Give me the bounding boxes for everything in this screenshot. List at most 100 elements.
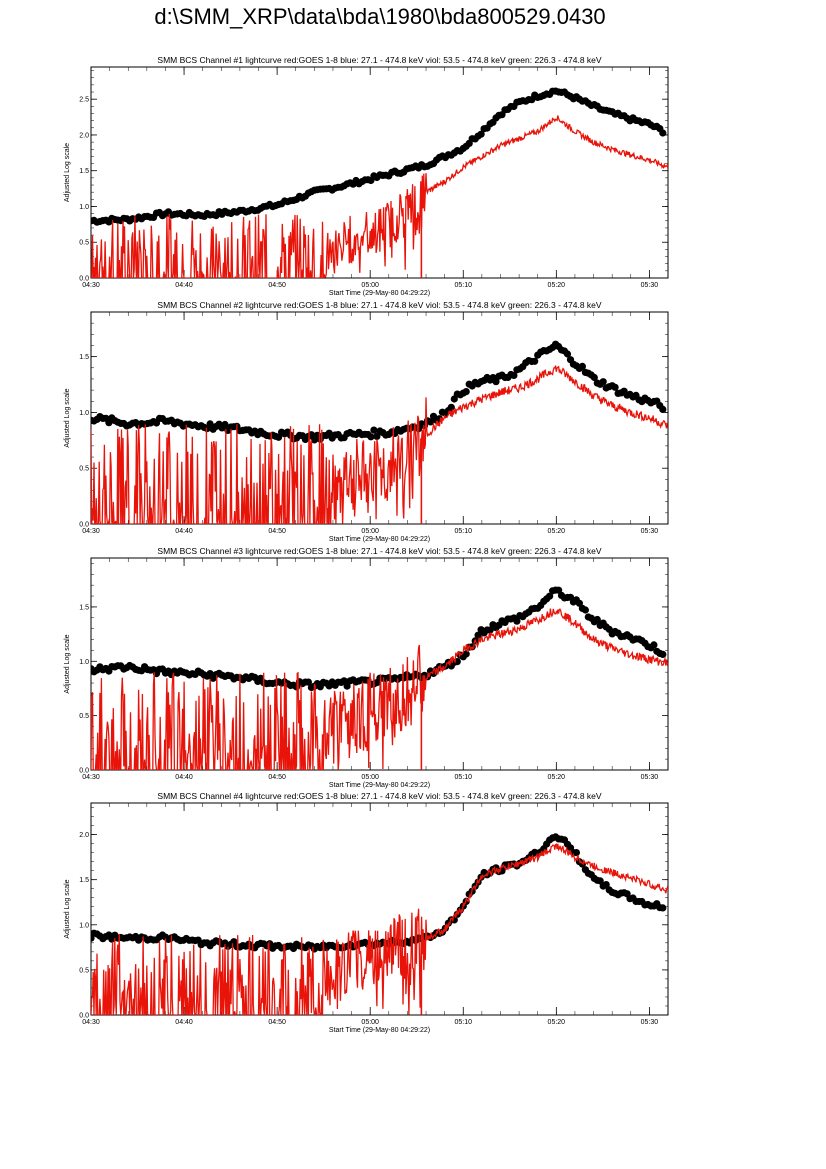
bcs-point bbox=[659, 405, 667, 413]
y-tick-label: 0.5 bbox=[79, 713, 89, 720]
bcs-point bbox=[340, 677, 348, 685]
bcs-point bbox=[659, 650, 667, 659]
x-tick-label: 04:40 bbox=[175, 282, 193, 289]
x-tick-label: 05:20 bbox=[548, 774, 566, 781]
bcs-point bbox=[596, 877, 604, 885]
chart-panel-3: SMM BCS Channel #3 lightcurve red:GOES 1… bbox=[64, 546, 669, 789]
plot-area bbox=[91, 833, 668, 1015]
goes-curve bbox=[91, 115, 668, 278]
bcs-point bbox=[474, 631, 482, 639]
x-tick-label: 04:50 bbox=[268, 528, 286, 535]
bcs-point bbox=[477, 130, 485, 138]
x-tick-label: 05:10 bbox=[454, 1019, 472, 1026]
y-tick-label: 0.0 bbox=[79, 1013, 89, 1020]
x-axis-label: Start Time (29-May-80 04:29:22) bbox=[329, 290, 430, 297]
bcs-point bbox=[599, 378, 607, 386]
y-tick-label: 0.0 bbox=[79, 768, 89, 775]
bcs-point bbox=[304, 678, 312, 686]
bcs-point bbox=[563, 350, 572, 358]
x-tick-label: 05:30 bbox=[641, 1019, 659, 1026]
x-axis-label: Start Time (29-May-80 04:29:22) bbox=[329, 536, 430, 543]
y-tick-label: 1.0 bbox=[79, 410, 89, 417]
chart-panel-4: SMM BCS Channel #4 lightcurve red:GOES 1… bbox=[64, 791, 669, 1034]
x-tick-label: 04:50 bbox=[268, 774, 286, 781]
bcs-point bbox=[486, 626, 494, 634]
bcs-point bbox=[572, 849, 581, 857]
x-tick-label: 05:30 bbox=[641, 528, 659, 535]
y-tick-label: 2.5 bbox=[79, 97, 89, 104]
plot-frame bbox=[90, 66, 669, 279]
plot-area bbox=[91, 87, 668, 278]
bcs-points bbox=[91, 87, 667, 226]
bcs-point bbox=[578, 362, 587, 370]
y-tick-label: 0.5 bbox=[79, 240, 89, 247]
x-tick-label: 05:20 bbox=[548, 282, 566, 289]
bcs-point bbox=[206, 420, 214, 428]
x-tick-label: 05:00 bbox=[361, 282, 379, 289]
bcs-point bbox=[221, 420, 229, 429]
goes-curve bbox=[91, 843, 668, 1015]
y-tick-label: 0.5 bbox=[79, 466, 89, 473]
chart-panel-1: SMM BCS Channel #1 lightcurve red:GOES 1… bbox=[64, 55, 669, 297]
x-tick-label: 04:30 bbox=[82, 282, 100, 289]
x-tick-label: 05:30 bbox=[641, 282, 659, 289]
x-tick-label: 04:30 bbox=[82, 1019, 100, 1026]
y-axis-label: Adjusted Log scale bbox=[64, 388, 71, 447]
x-tick-label: 05:00 bbox=[361, 528, 379, 535]
goes-curve bbox=[91, 608, 668, 770]
bcs-point bbox=[611, 383, 619, 391]
bcs-point bbox=[370, 426, 378, 434]
bcs-point bbox=[650, 641, 658, 649]
bcs-point bbox=[602, 881, 610, 889]
bcs-point bbox=[513, 617, 521, 625]
plot-frame bbox=[90, 802, 669, 1016]
x-tick-label: 04:30 bbox=[82, 774, 100, 781]
y-tick-label: 1.5 bbox=[79, 877, 89, 884]
x-tick-label: 05:20 bbox=[548, 1019, 566, 1026]
bcs-point bbox=[492, 378, 500, 386]
chart-title: SMM BCS Channel #2 lightcurve red:GOES 1… bbox=[157, 300, 601, 310]
bcs-points bbox=[91, 833, 667, 953]
bcs-points bbox=[91, 340, 667, 444]
bcs-point bbox=[367, 433, 375, 441]
y-tick-label: 1.0 bbox=[79, 922, 89, 929]
x-tick-label: 04:40 bbox=[175, 1019, 193, 1026]
bcs-point bbox=[447, 403, 455, 411]
y-tick-label: 2.0 bbox=[79, 132, 89, 139]
chart-title: SMM BCS Channel #1 lightcurve red:GOES 1… bbox=[157, 55, 601, 65]
x-axis-label: Start Time (29-May-80 04:29:22) bbox=[329, 782, 430, 789]
bcs-point bbox=[659, 904, 667, 912]
x-tick-label: 04:40 bbox=[175, 528, 193, 535]
bcs-point bbox=[593, 615, 601, 624]
bcs-point bbox=[546, 592, 554, 600]
goes-curve bbox=[91, 365, 668, 524]
plot-area bbox=[91, 340, 668, 524]
y-axis-label: Adjusted Log scale bbox=[64, 143, 71, 202]
x-tick-label: 05:10 bbox=[454, 528, 472, 535]
chart-panel-2: SMM BCS Channel #2 lightcurve red:GOES 1… bbox=[64, 300, 669, 543]
chart-title: SMM BCS Channel #3 lightcurve red:GOES 1… bbox=[157, 546, 601, 556]
y-axis-label: Adjusted Log scale bbox=[64, 634, 71, 693]
bcs-point bbox=[426, 418, 435, 426]
x-tick-label: 04:40 bbox=[175, 774, 193, 781]
y-tick-label: 1.0 bbox=[79, 659, 89, 666]
chart-title: SMM BCS Channel #4 lightcurve red:GOES 1… bbox=[157, 791, 601, 801]
bcs-point bbox=[462, 388, 470, 396]
x-tick-label: 05:10 bbox=[454, 282, 472, 289]
page-title: d:\SMM_XRP\data\bda\1980\bda800529.0430 bbox=[154, 4, 606, 29]
bcs-point bbox=[581, 606, 590, 614]
x-axis-label: Start Time (29-May-80 04:29:22) bbox=[329, 1027, 430, 1034]
bcs-point bbox=[590, 373, 598, 382]
y-tick-label: 0.0 bbox=[79, 522, 89, 529]
y-tick-label: 1.0 bbox=[79, 204, 89, 211]
bcs-point bbox=[531, 357, 539, 365]
y-tick-label: 2.0 bbox=[79, 832, 89, 839]
bcs-point bbox=[659, 129, 667, 137]
y-tick-label: 1.5 bbox=[79, 604, 89, 611]
x-tick-label: 05:30 bbox=[641, 774, 659, 781]
x-tick-label: 04:50 bbox=[268, 282, 286, 289]
bcs-point bbox=[343, 682, 351, 690]
x-tick-label: 05:20 bbox=[548, 528, 566, 535]
bcs-point bbox=[373, 432, 381, 440]
y-tick-label: 0.5 bbox=[79, 967, 89, 974]
